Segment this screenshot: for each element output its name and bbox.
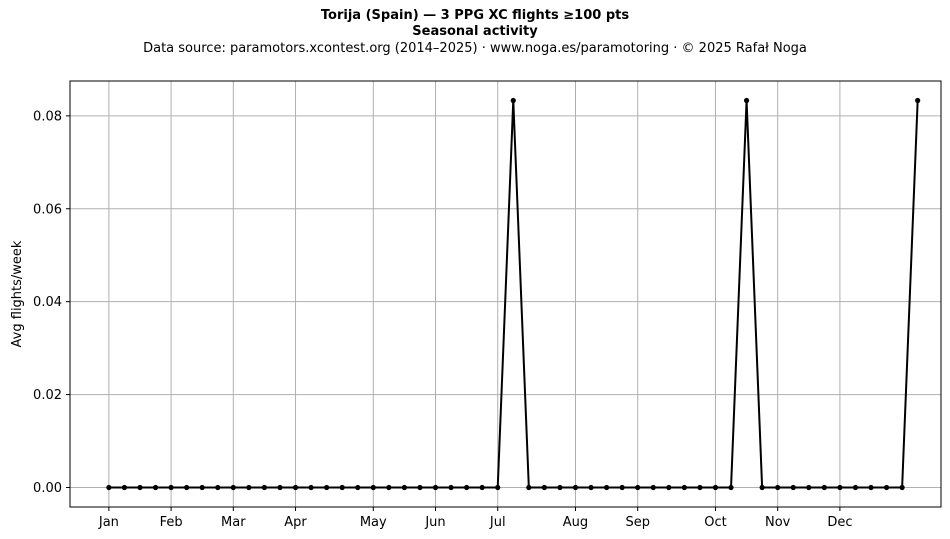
data-point — [572, 484, 579, 491]
data-point — [666, 484, 672, 491]
data-point — [464, 484, 470, 491]
title-block: Torija (Spain) — 3 PPG XC flights ≥100 p… — [0, 8, 950, 58]
data-point — [712, 484, 719, 491]
chart-title: Torija (Spain) — 3 PPG XC flights ≥100 p… — [320, 8, 630, 23]
data-point — [448, 484, 454, 491]
x-tick-label: Feb — [160, 515, 183, 530]
data-point — [370, 484, 376, 491]
y-tick-label: 0.04 — [33, 295, 62, 310]
x-tick-label: Jul — [489, 515, 506, 530]
data-point — [495, 484, 501, 491]
data-point — [417, 484, 423, 491]
data-point — [759, 484, 765, 491]
y-tick-label: 0.02 — [33, 388, 62, 403]
data-point — [837, 484, 843, 491]
data-point — [432, 484, 439, 491]
x-tick-label: Oct — [704, 515, 726, 530]
x-tick-label: Mar — [221, 515, 246, 530]
x-tick-label: Apr — [284, 515, 307, 530]
y-axis-label: Avg flights/week — [10, 240, 25, 347]
data-point — [199, 484, 205, 491]
data-point — [261, 484, 268, 491]
data-point — [635, 484, 641, 491]
plot-frame — [69, 80, 942, 508]
x-tick-label: Sep — [625, 515, 650, 530]
data-point — [899, 484, 905, 491]
data-point — [510, 97, 516, 104]
series-line — [108, 99, 919, 489]
data-point — [184, 484, 190, 491]
data-point — [137, 484, 143, 491]
data-point — [277, 484, 283, 491]
data-point — [821, 484, 827, 491]
data-point — [557, 484, 563, 491]
x-tick-label: Aug — [563, 515, 588, 530]
ticks: Jan Feb Mar Apr May Jun Jul Aug Sep Oct Nov Dec 0.00… — [33, 109, 852, 530]
data-point — [479, 484, 485, 491]
grid — [70, 81, 941, 507]
data-point — [526, 484, 532, 491]
data-point — [292, 484, 299, 491]
data-point — [775, 484, 781, 491]
chart-subtitle: Seasonal activity — [412, 24, 538, 39]
data-point — [790, 484, 796, 491]
x-tick-label: Dec — [827, 515, 852, 530]
data-point — [386, 484, 392, 491]
data-point — [697, 484, 703, 491]
y-tick-label: 0.06 — [33, 202, 62, 217]
data-point — [588, 484, 594, 491]
chart-source-note: Data source: paramotors.xcontest.org (20… — [143, 41, 807, 56]
data-point — [324, 484, 330, 491]
data-point — [868, 484, 874, 491]
data-point — [308, 484, 314, 491]
data-point — [401, 484, 408, 491]
data-point — [681, 484, 687, 491]
data-point — [339, 484, 345, 491]
data-point — [215, 484, 221, 491]
data-point — [728, 484, 734, 491]
data-point — [915, 97, 921, 104]
x-tick-label: May — [360, 515, 387, 530]
data-point — [619, 484, 625, 491]
data-point — [121, 484, 128, 491]
data-point — [650, 484, 656, 491]
data-point — [246, 484, 252, 491]
data-point — [541, 484, 547, 491]
data-point — [603, 484, 610, 491]
data-point — [355, 484, 361, 491]
data-point — [743, 97, 750, 104]
data-point — [806, 484, 812, 491]
x-tick-label: Nov — [765, 515, 791, 530]
x-tick-label: Jan — [98, 515, 119, 530]
data-point — [230, 484, 236, 491]
data-point — [168, 484, 174, 491]
series-layer — [106, 97, 921, 491]
y-tick-label: 0.00 — [33, 481, 62, 496]
x-tick-label: Jun — [424, 515, 445, 530]
data-point — [852, 484, 859, 491]
y-tick-label: 0.08 — [33, 109, 62, 124]
data-point — [106, 484, 112, 491]
data-point — [152, 484, 159, 491]
data-point — [883, 484, 890, 491]
